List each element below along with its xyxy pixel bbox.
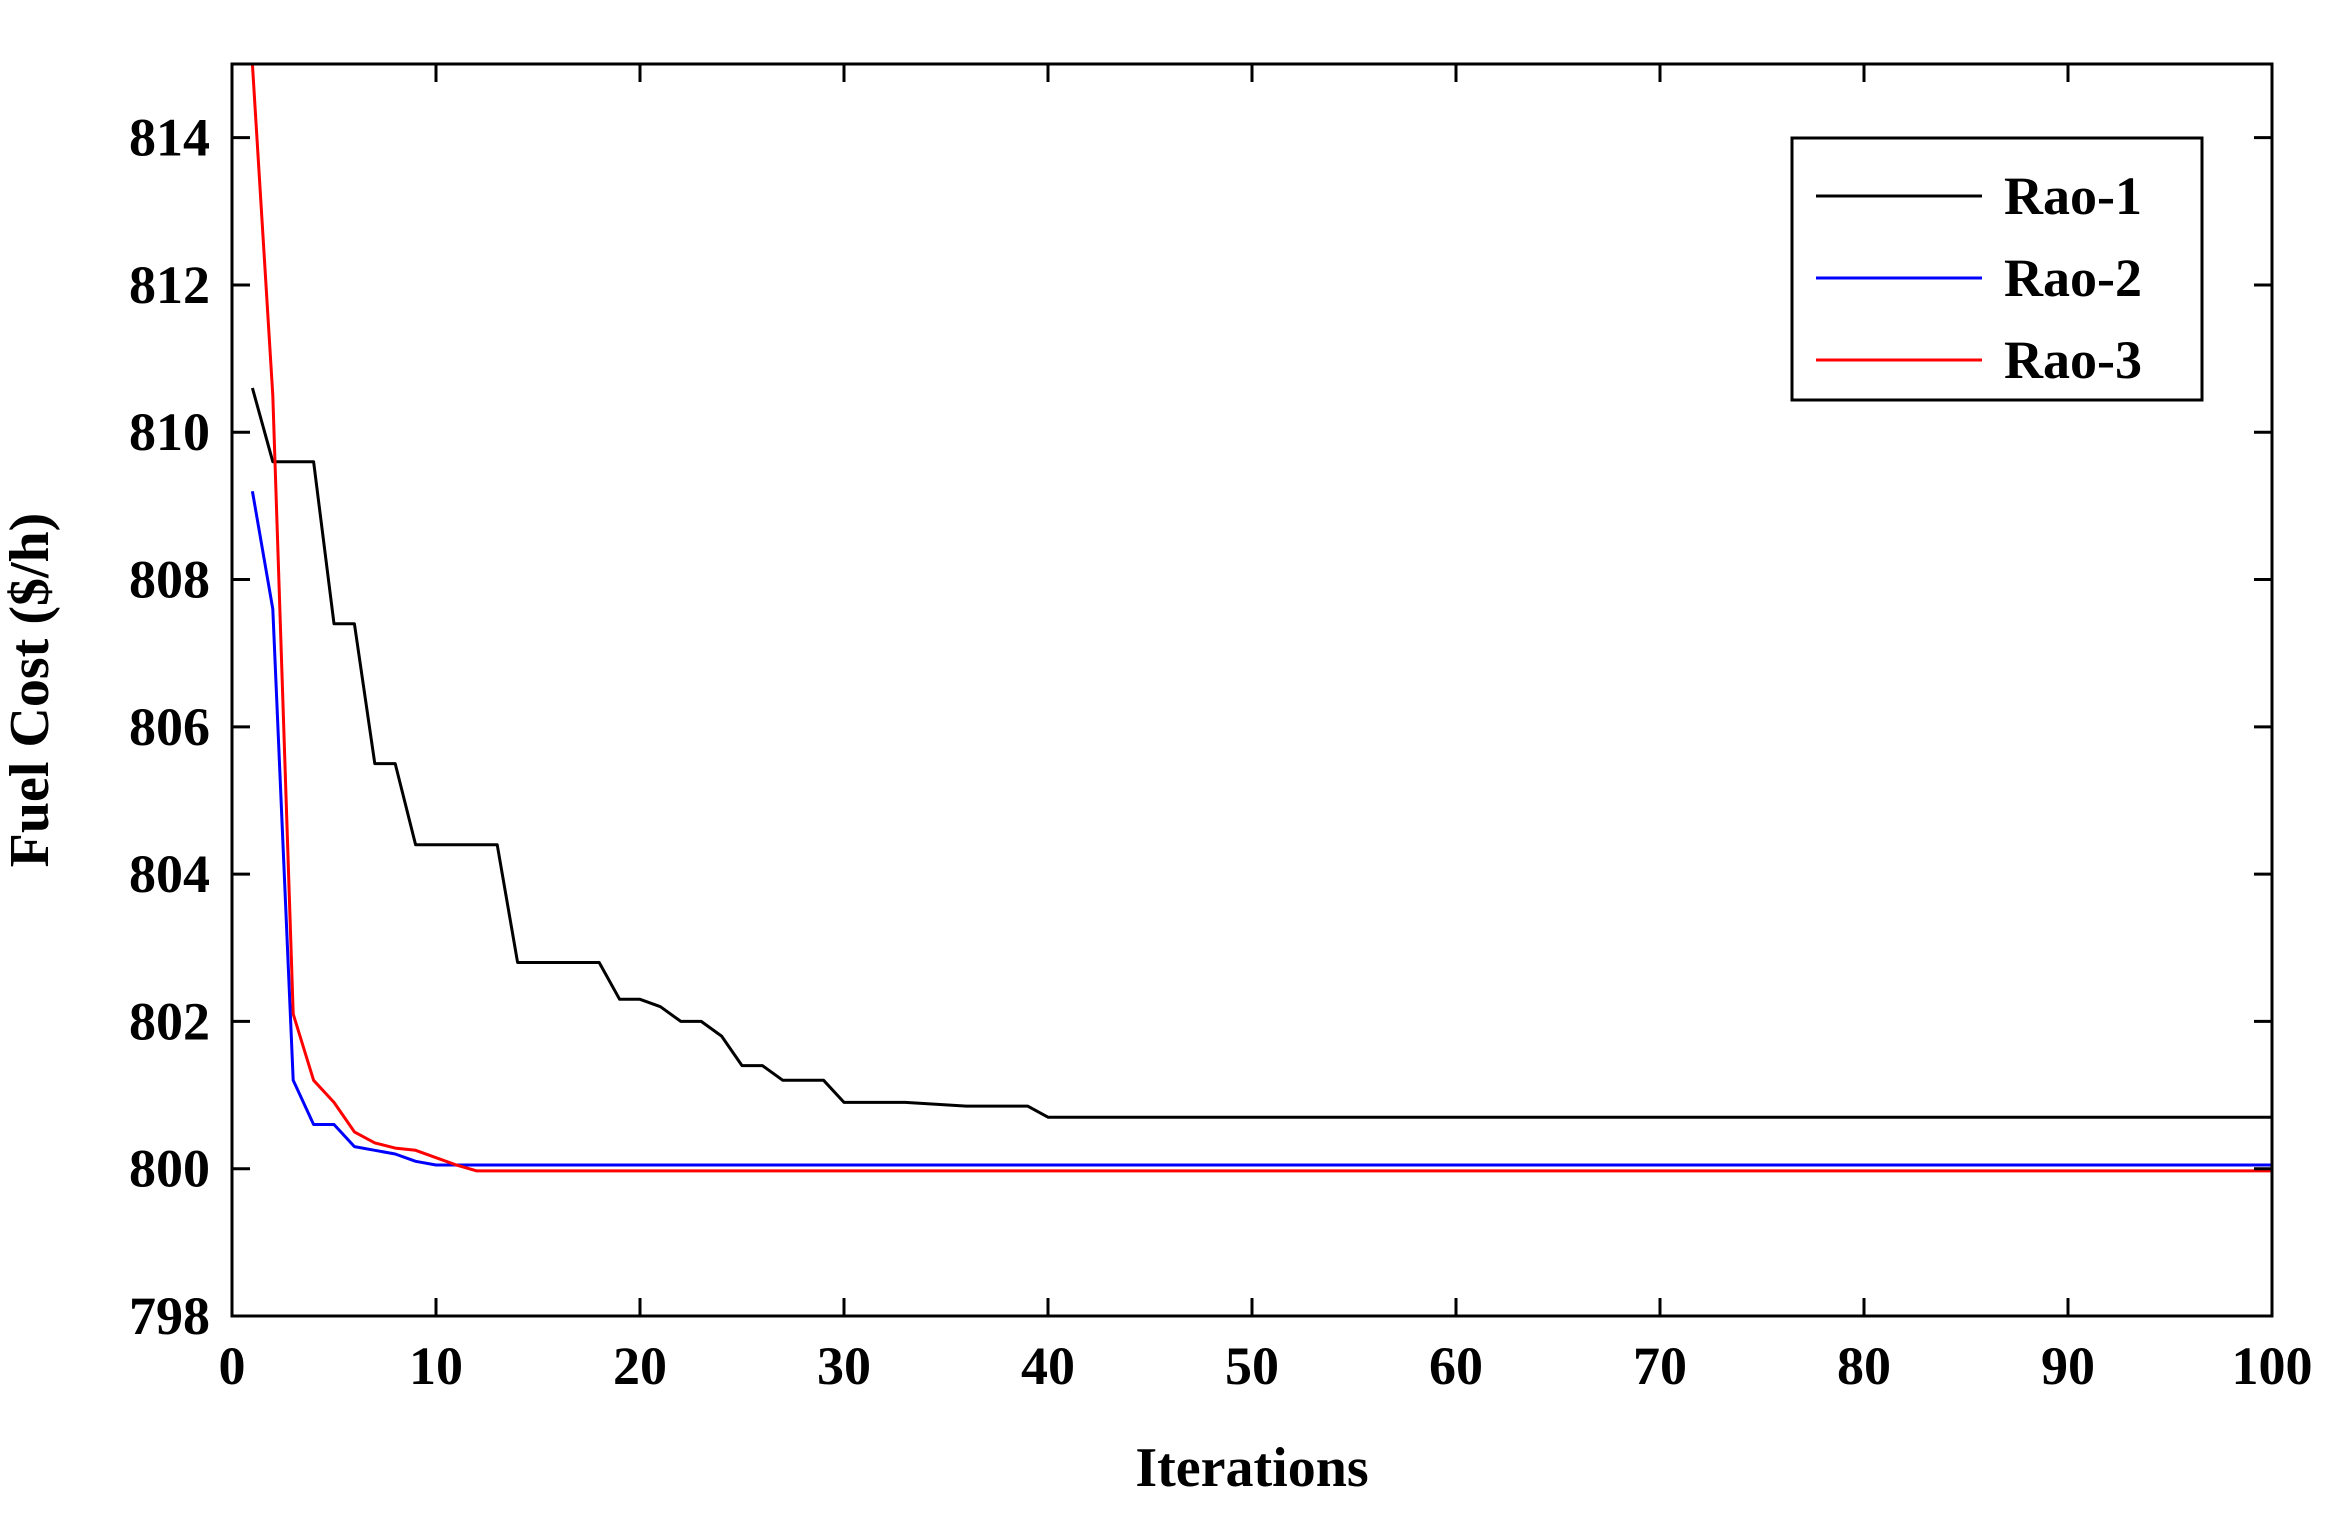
y-tick-label: 814 [129,108,210,168]
legend-box [1790,136,2204,402]
x-tick-label: 40 [1021,1336,1075,1396]
legend: Rao-1 Rao-2 Rao-3 [1790,136,2204,402]
y-tick-label: 804 [129,844,210,904]
legend-label: Rao-3 [2004,330,2142,390]
y-tick-label: 810 [129,402,210,462]
y-tick-label: 812 [129,255,210,315]
y-tick-label: 800 [129,1139,210,1199]
y-axis-title: Fuel Cost ($/h) [0,513,61,868]
plot-lines [250,64,2272,1173]
x-tick-label: 80 [1837,1336,1891,1396]
x-axis: 0 10 20 30 40 50 60 70 80 90 100 [219,64,2313,1396]
x-tick-label: 20 [613,1336,667,1396]
x-tick-label: 0 [219,1336,246,1396]
y-tick-label: 808 [129,550,210,610]
x-tick-label: 60 [1429,1336,1483,1396]
legend-label: Rao-2 [2004,248,2142,308]
series-line-2 [250,490,2272,1167]
series-line-1 [250,387,2272,1119]
y-tick-label: 798 [129,1286,210,1346]
x-tick-label: 90 [2041,1336,2095,1396]
x-tick-label: 10 [409,1336,463,1396]
y-axis: 798 800 802 804 806 808 810 812 814 [129,108,2272,1346]
x-tick-label: 50 [1225,1336,1279,1396]
y-tick-label: 802 [129,991,210,1051]
series-line-3 [250,64,2272,1173]
x-tick-label: 70 [1633,1336,1687,1396]
x-tick-label: 100 [2232,1336,2313,1396]
legend-label: Rao-1 [2004,166,2142,226]
x-tick-label: 30 [817,1336,871,1396]
x-axis-title: Iterations [1135,1437,1368,1499]
y-tick-label: 806 [129,697,210,757]
